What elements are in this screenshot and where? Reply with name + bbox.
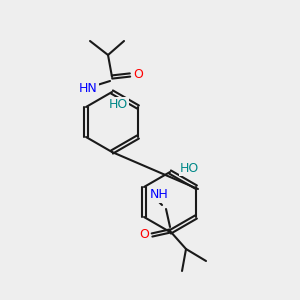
Text: HN: HN xyxy=(79,82,98,95)
Text: O: O xyxy=(133,68,143,82)
Text: HO: HO xyxy=(180,161,199,175)
Text: NH: NH xyxy=(150,188,169,202)
Text: HO: HO xyxy=(109,98,128,112)
Text: O: O xyxy=(139,229,149,242)
